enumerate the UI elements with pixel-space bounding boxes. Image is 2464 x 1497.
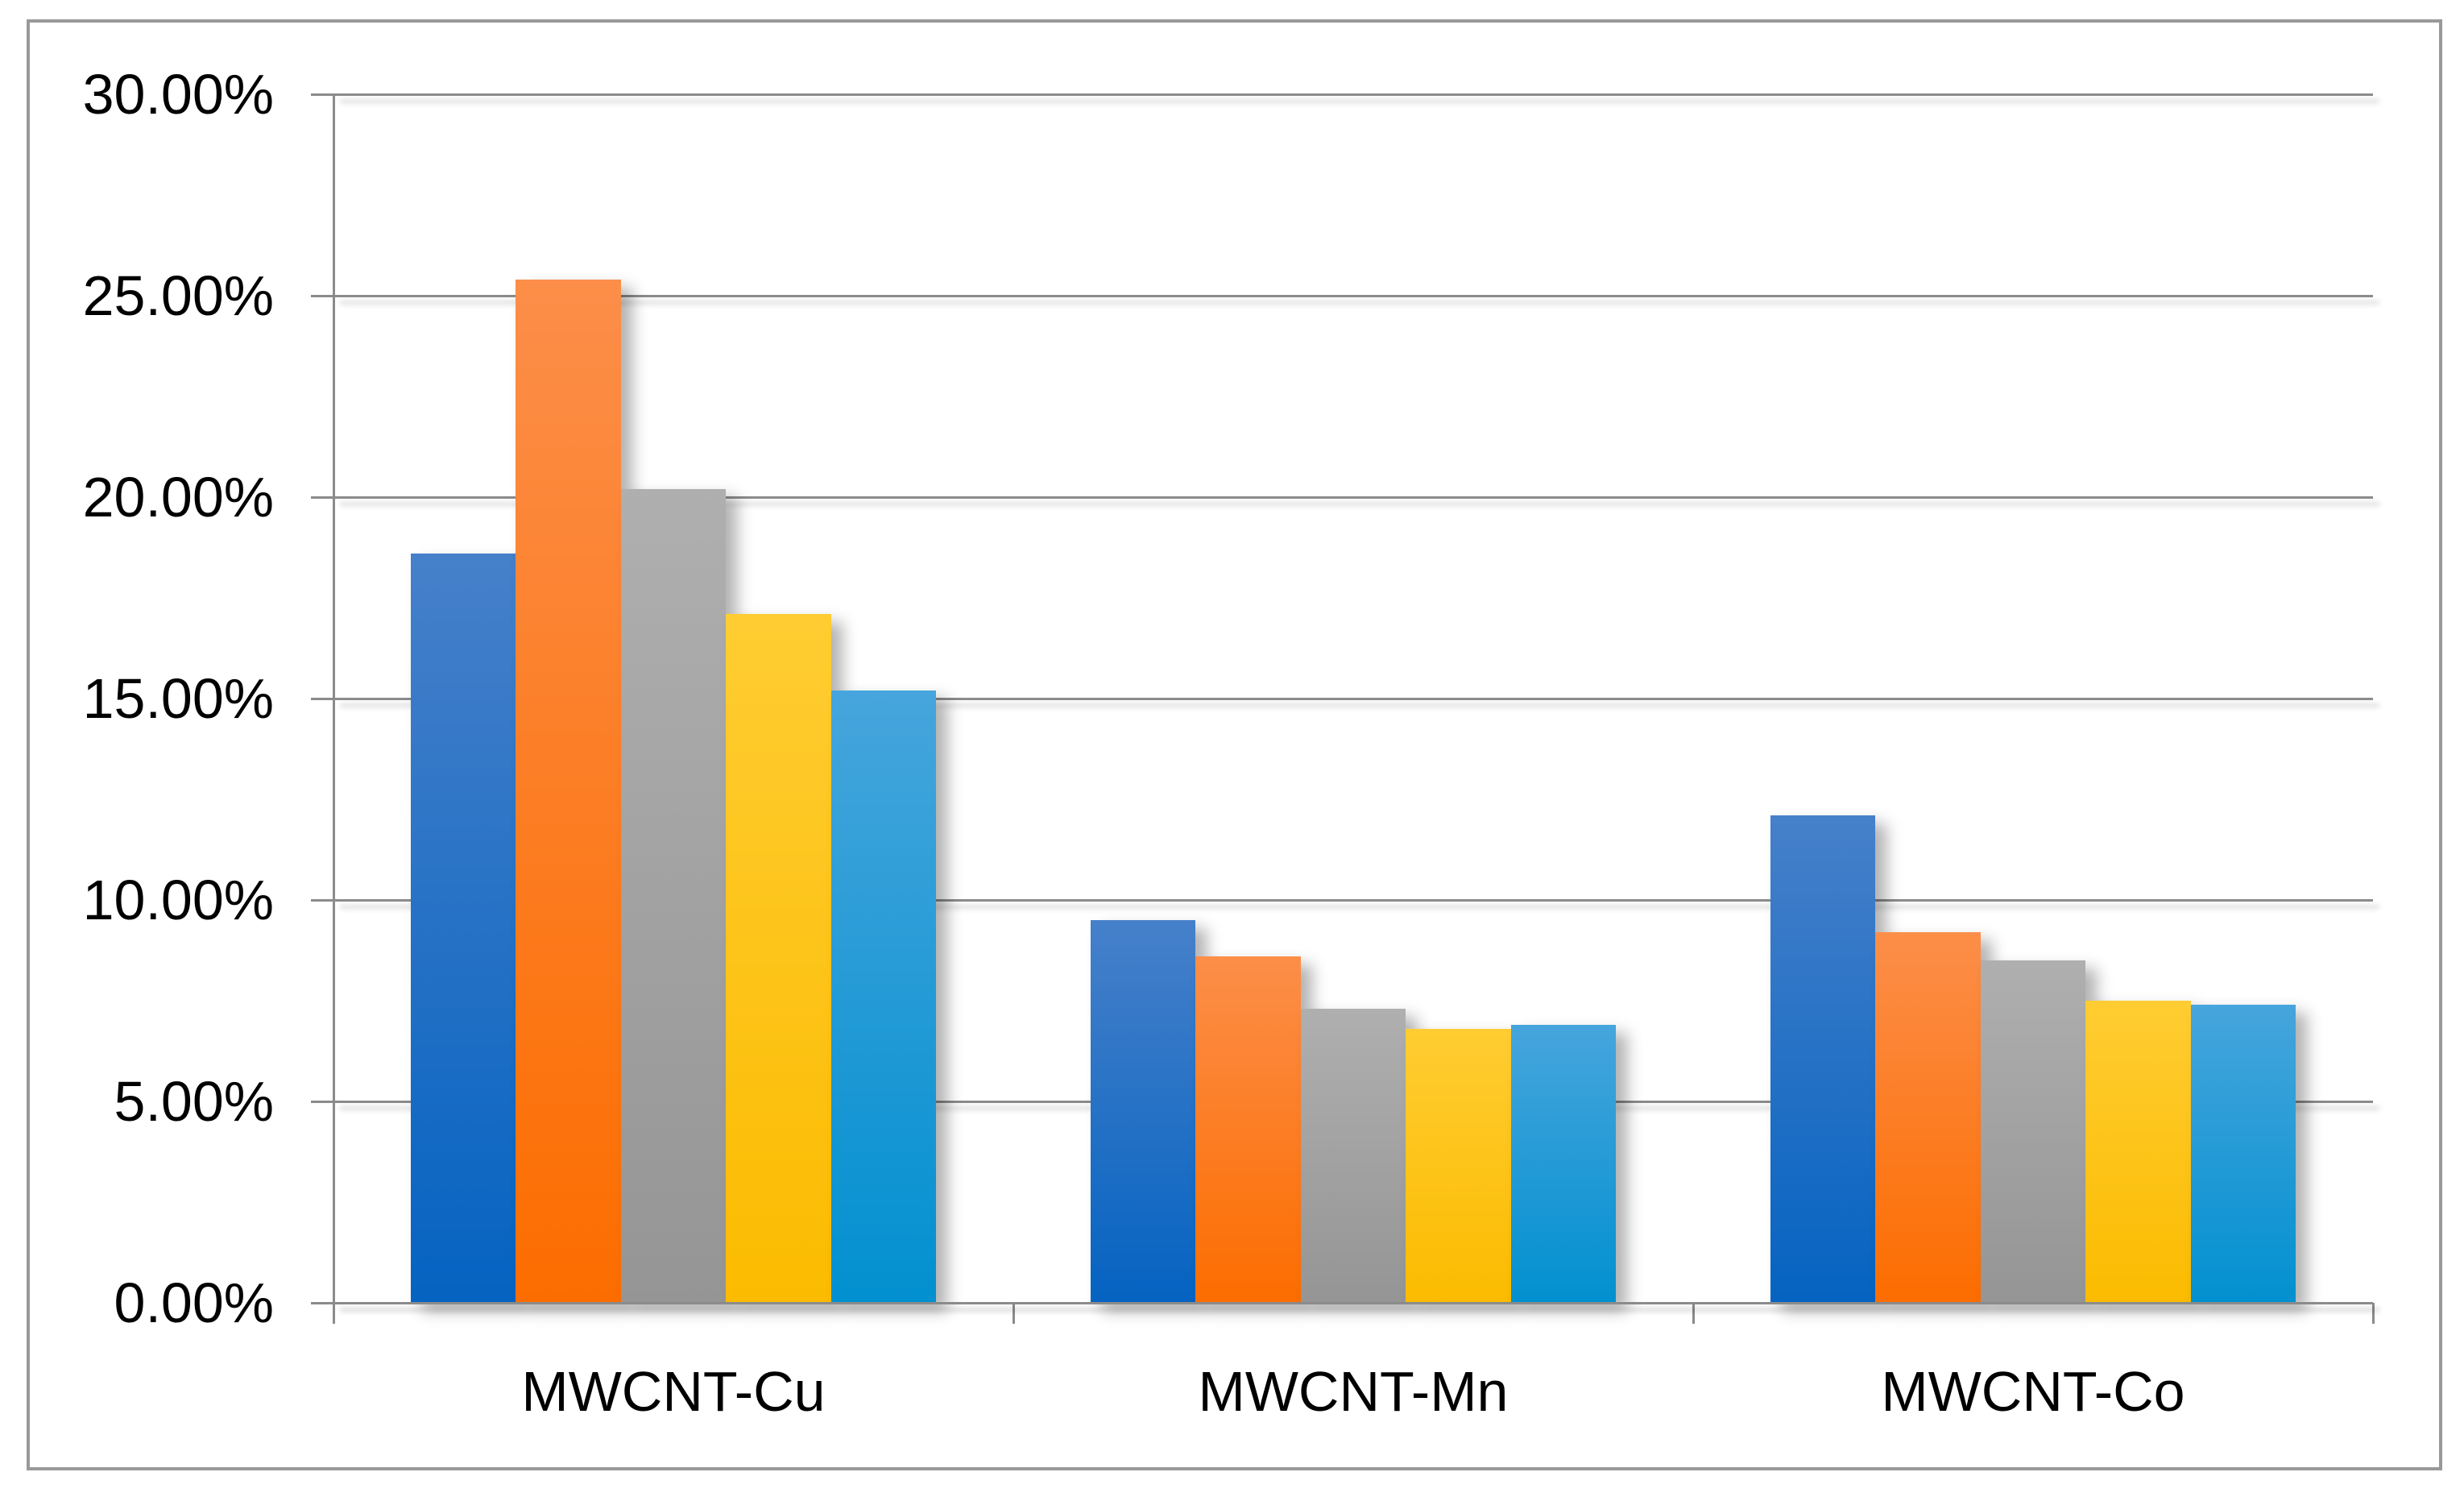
bar-MWCNT-Co-yellow xyxy=(2085,1001,2191,1303)
x-axis-line xyxy=(333,1301,2373,1304)
gridline xyxy=(333,898,2373,902)
y-axis-tick xyxy=(311,697,333,700)
bar-MWCNT-Co-blue xyxy=(1770,815,1876,1303)
bar-MWCNT-Mn-gray xyxy=(1300,1009,1406,1303)
bar-MWCNT-Cu-yellow xyxy=(726,614,831,1303)
y-axis-line xyxy=(332,94,335,1324)
y-axis-tick xyxy=(311,898,333,902)
gridline xyxy=(333,294,2373,297)
chart-border xyxy=(27,19,2442,1470)
category-label-MWCNT-Co: MWCNT-Co xyxy=(1881,1360,2185,1423)
y-tick-label: 10.00% xyxy=(82,869,274,931)
y-axis-tick xyxy=(311,294,333,297)
y-axis-tick xyxy=(311,1100,333,1103)
y-tick-label: 5.00% xyxy=(114,1070,274,1133)
gridline xyxy=(333,93,2373,96)
bar-MWCNT-Cu-orange xyxy=(516,280,621,1303)
gridline xyxy=(333,496,2373,499)
x-axis-tick xyxy=(1692,1303,1695,1324)
gridline xyxy=(333,697,2373,700)
bar-MWCNT-Mn-orange xyxy=(1195,956,1301,1303)
y-axis-tick xyxy=(311,93,333,96)
bar-MWCNT-Mn-blue xyxy=(1090,920,1196,1303)
category-label-MWCNT-Cu: MWCNT-Cu xyxy=(521,1360,826,1423)
x-axis-tick xyxy=(2371,1303,2375,1324)
y-axis-tick xyxy=(311,496,333,499)
y-tick-label: 0.00% xyxy=(114,1271,274,1334)
bar-MWCNT-Mn-yellow xyxy=(1406,1029,1511,1303)
category-label-MWCNT-Mn: MWCNT-Mn xyxy=(1198,1360,1509,1423)
y-tick-label: 25.00% xyxy=(82,264,274,327)
x-axis-tick xyxy=(1012,1303,1015,1324)
bar-MWCNT-Co-orange xyxy=(1875,932,1981,1303)
y-tick-label: 30.00% xyxy=(82,63,274,126)
y-tick-label: 15.00% xyxy=(82,667,274,730)
bar-MWCNT-Cu-light-blue xyxy=(830,690,937,1303)
bar-MWCNT-Co-gray xyxy=(1980,960,2086,1303)
bar-MWCNT-Co-light-blue xyxy=(2190,1005,2296,1303)
x-axis-tick xyxy=(332,1303,335,1324)
bar-MWCNT-Mn-light-blue xyxy=(1510,1025,1617,1303)
y-axis-tick xyxy=(311,1301,333,1304)
bar-MWCNT-Cu-blue xyxy=(410,554,516,1303)
y-tick-label: 20.00% xyxy=(82,466,274,529)
bar-MWCNT-Cu-gray xyxy=(620,489,727,1303)
